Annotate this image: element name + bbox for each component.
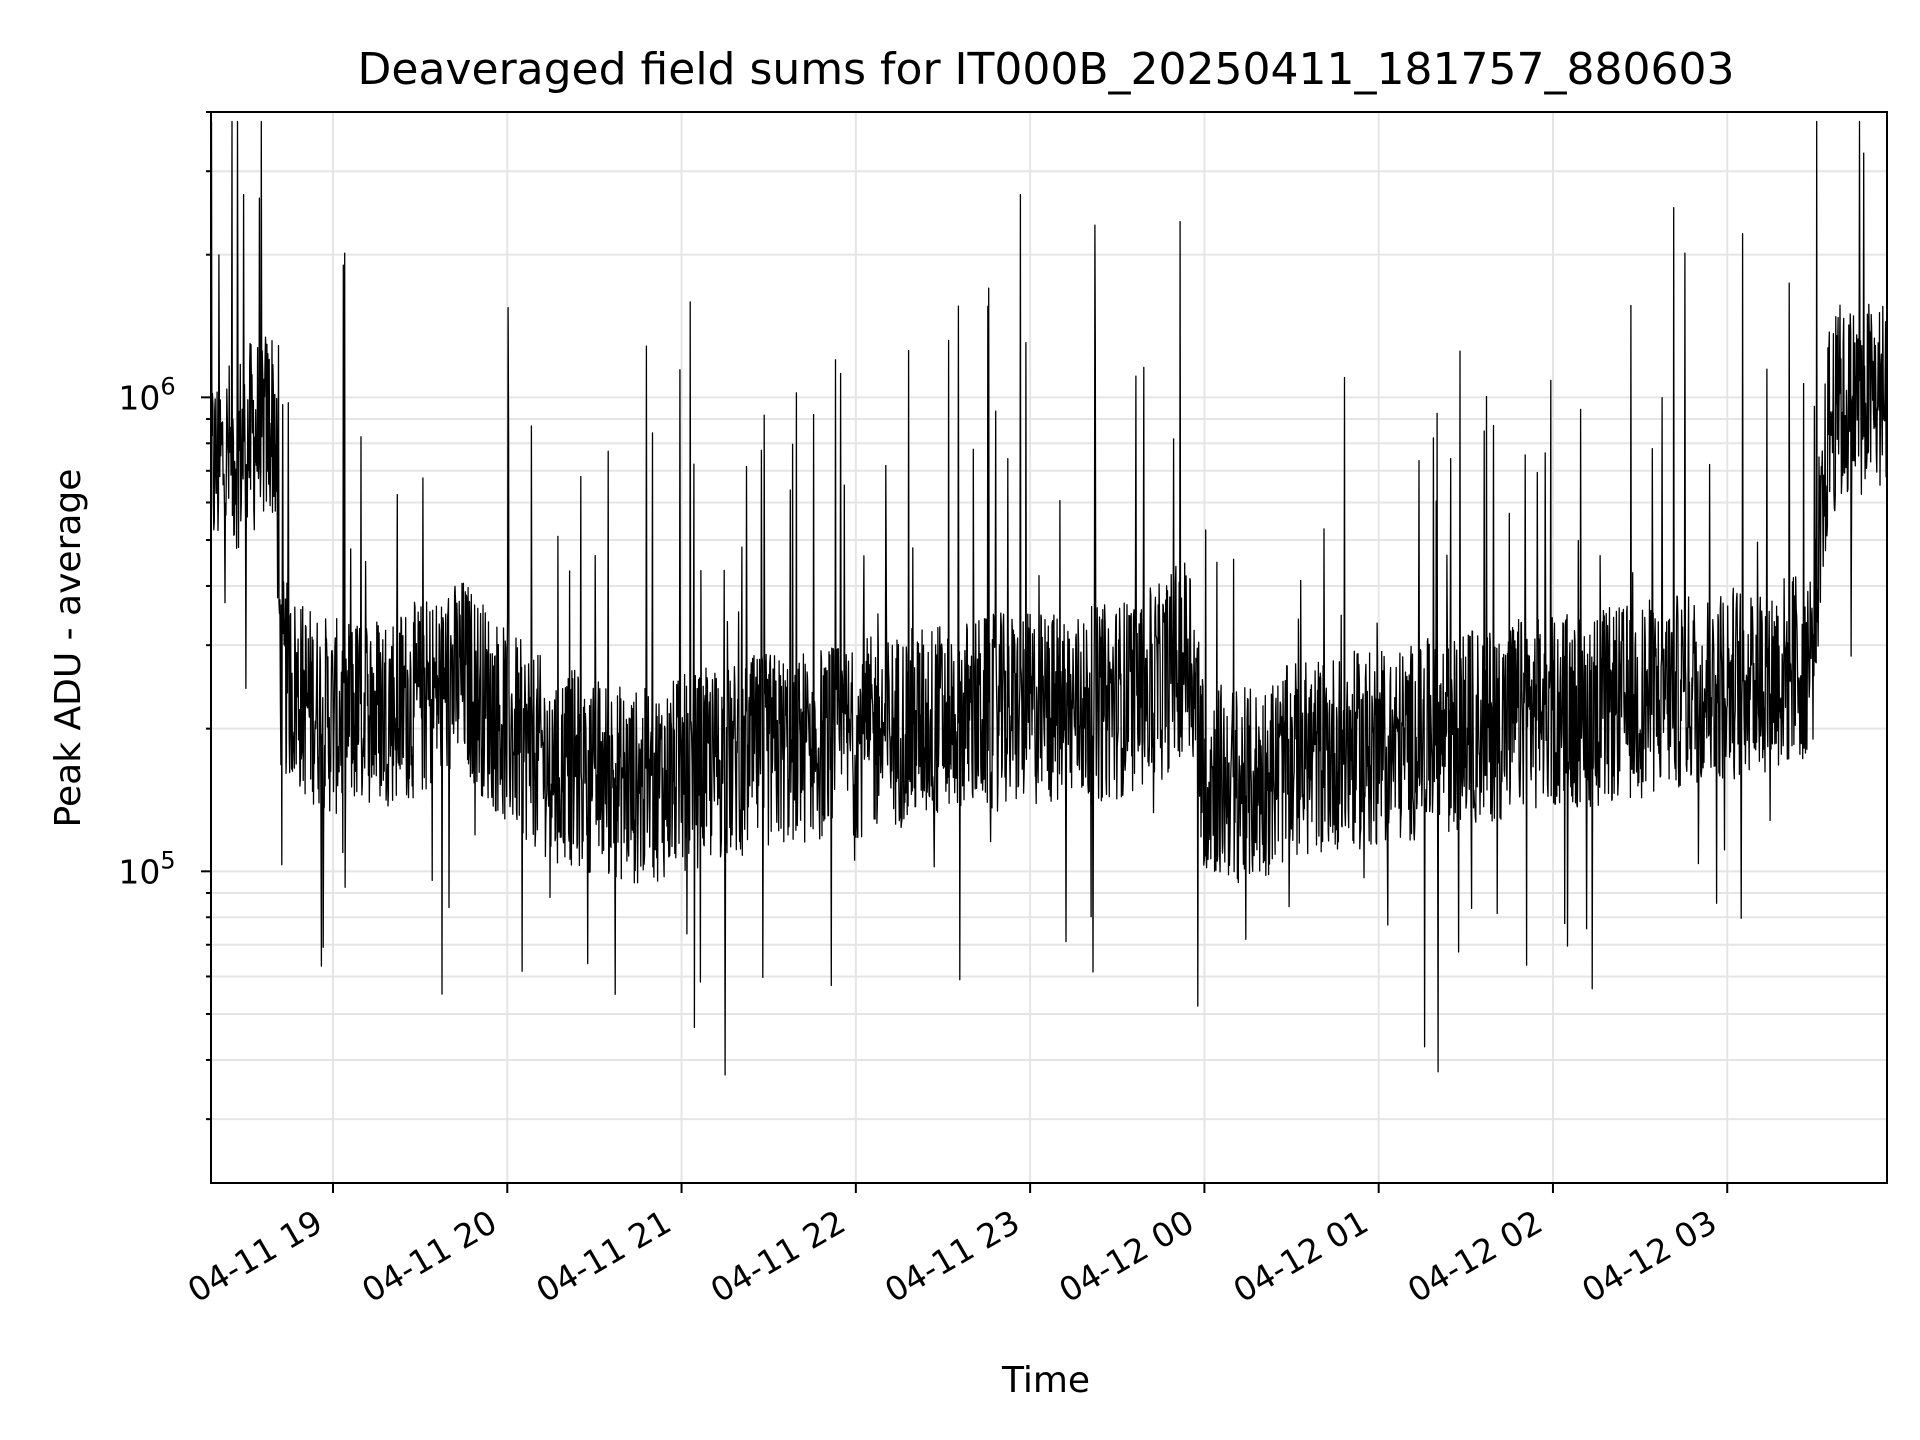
- chart-title: Deaveraged field sums for IT000B_2025041…: [358, 44, 1735, 95]
- y-tick-label: 106: [118, 372, 175, 417]
- y-tick-label: 105: [118, 846, 175, 891]
- y-axis-label: Peak ADU - average: [48, 469, 89, 828]
- x-axis-label: Time: [1001, 1360, 1090, 1401]
- plot-frame: [210, 111, 1888, 1184]
- series-line: [210, 120, 1888, 1076]
- y-axis-ticks: 105 106: [118, 111, 211, 1121]
- series-line-group: [210, 120, 1888, 1076]
